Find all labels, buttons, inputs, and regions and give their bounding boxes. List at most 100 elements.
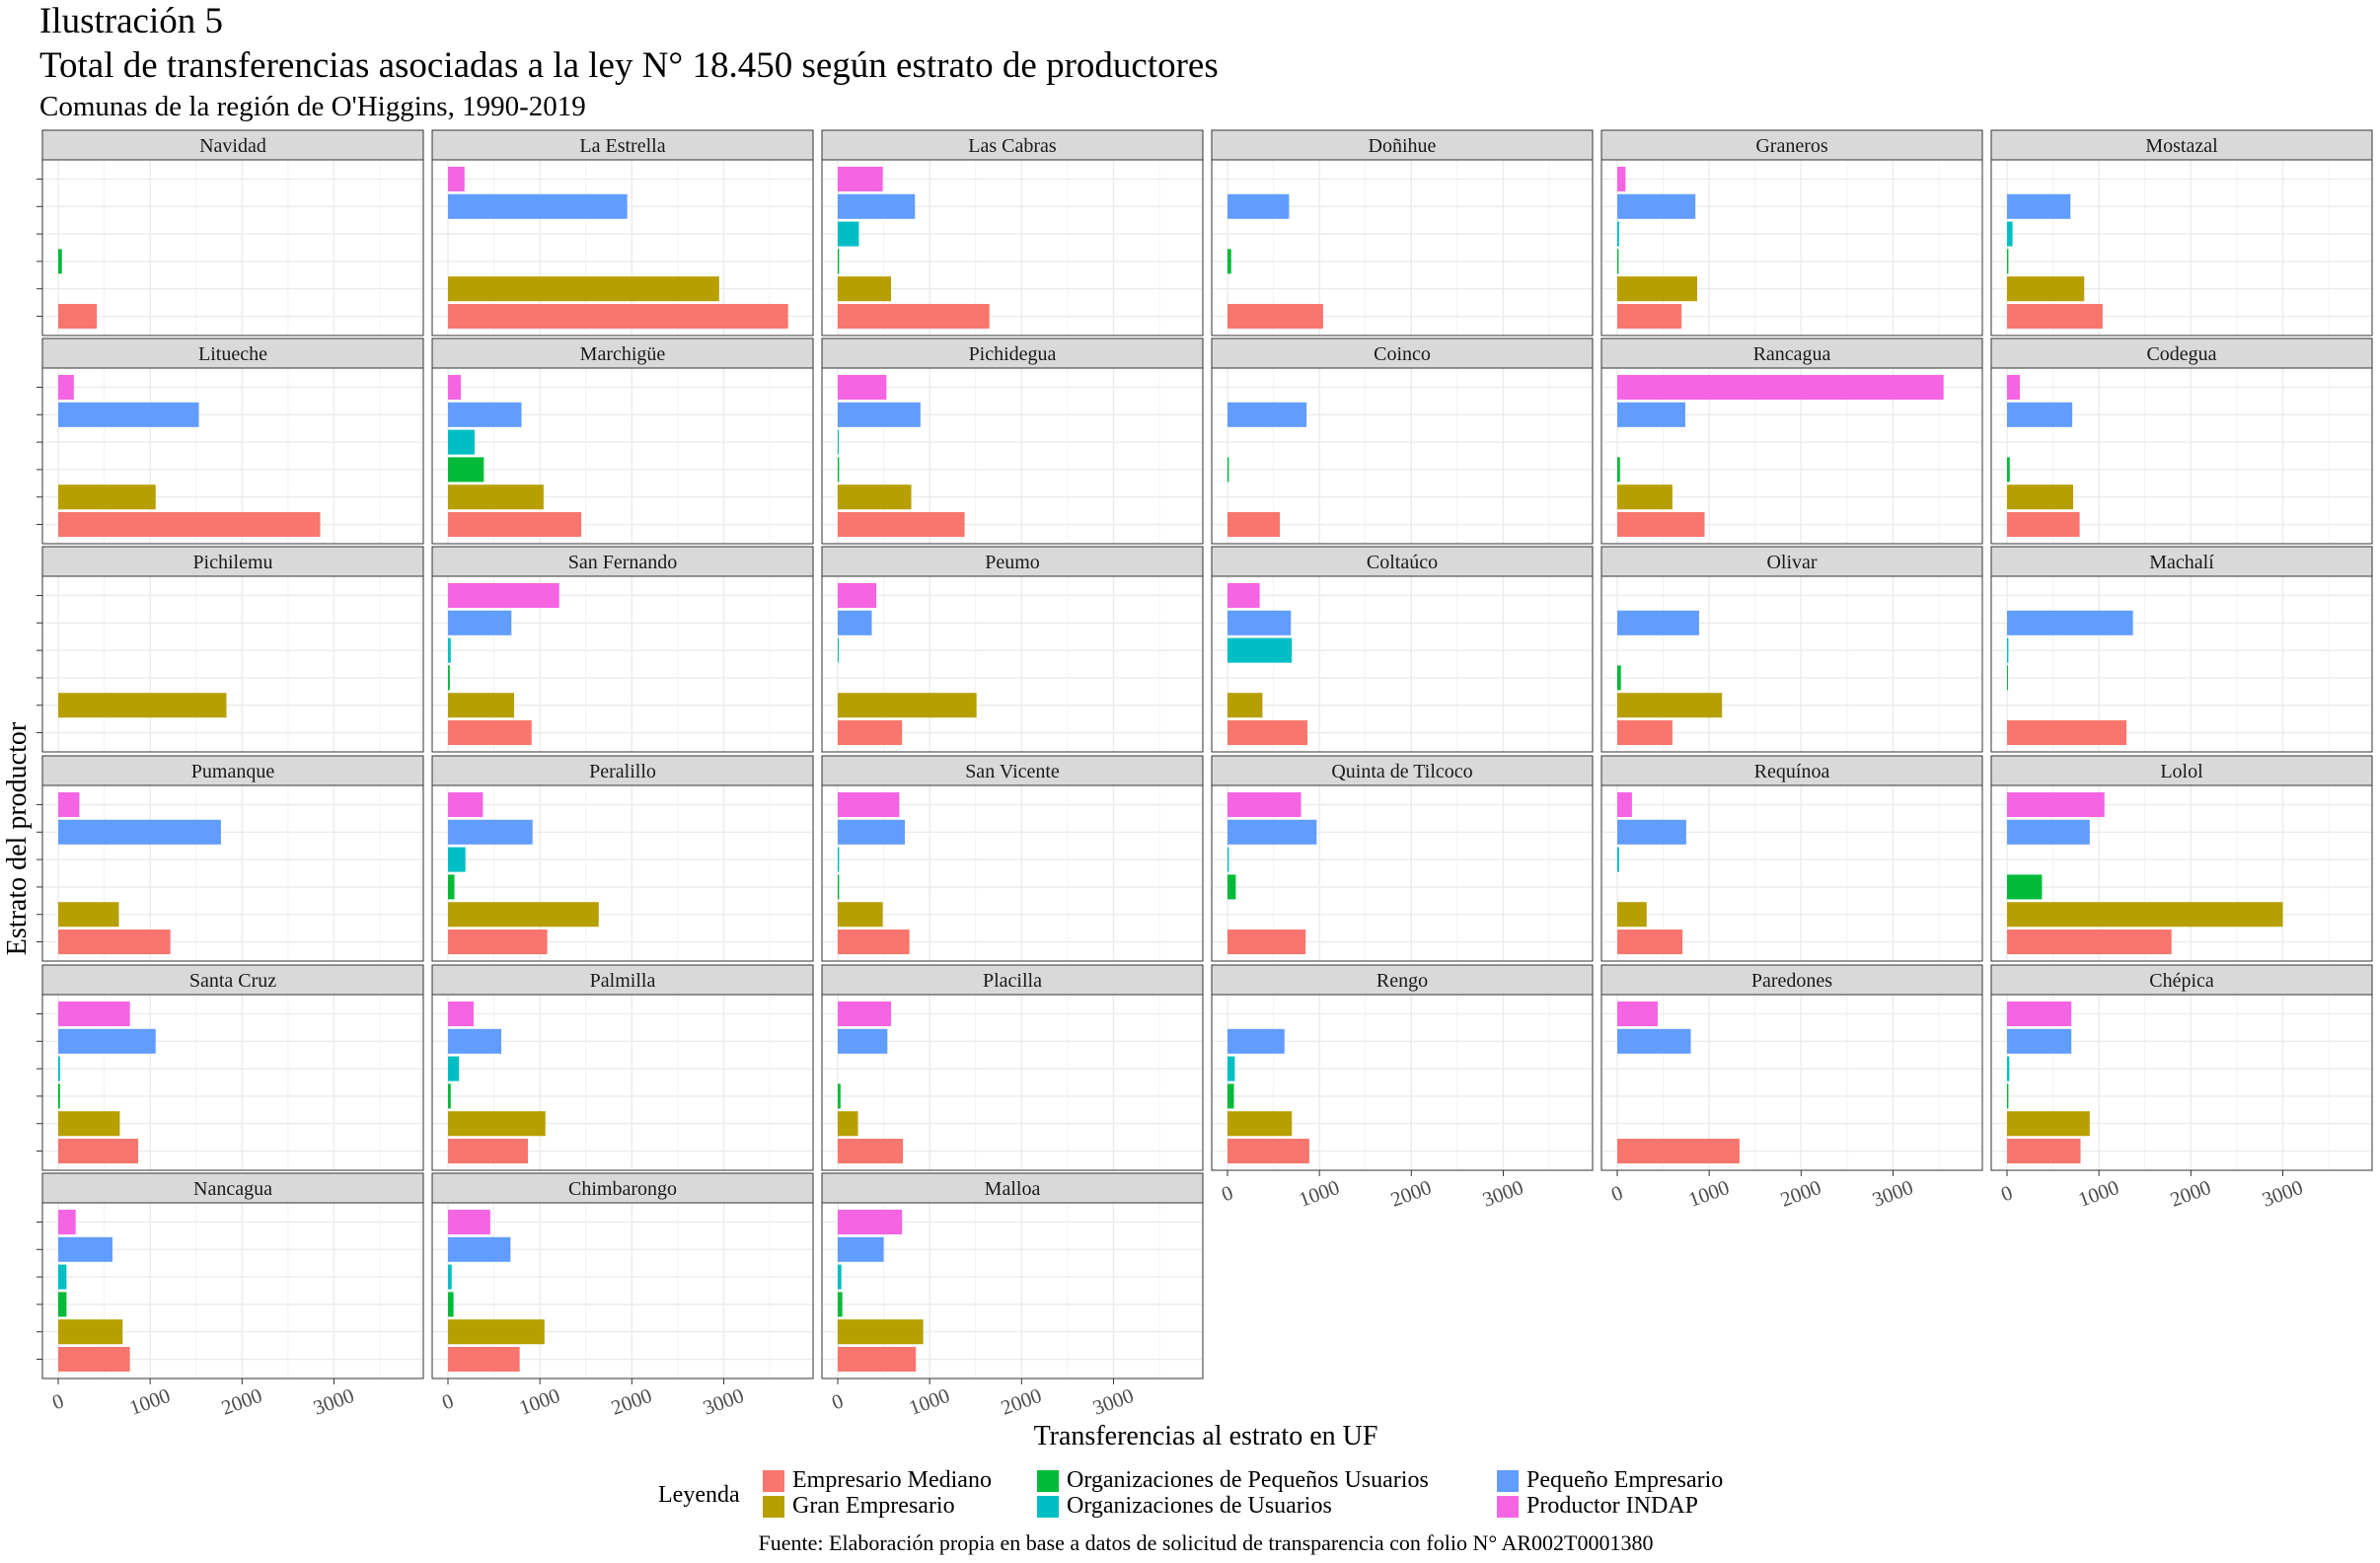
- x-tick-label: 1000: [1296, 1175, 1343, 1212]
- x-tick-label: 1000: [1685, 1175, 1733, 1212]
- bar: [448, 512, 582, 538]
- bar: [838, 193, 916, 219]
- bar: [2007, 276, 2085, 302]
- bar: [2007, 484, 2074, 510]
- legend-label: Pequeño Empresario: [1526, 1467, 1724, 1493]
- facet-border: [1990, 994, 2373, 1171]
- x-tick-label: 0: [439, 1388, 457, 1414]
- bar: [58, 902, 119, 928]
- bar: [1227, 1083, 1234, 1109]
- facet-border: [1211, 575, 1594, 753]
- x-tick-label: 3000: [310, 1383, 357, 1420]
- facet-title: Olivar: [1766, 552, 1817, 573]
- facet-border: [1600, 784, 1983, 962]
- bar: [1227, 402, 1307, 427]
- facet-strip: [1990, 129, 2373, 161]
- legend-label: Empresario Mediano: [792, 1467, 992, 1493]
- bar: [58, 1001, 130, 1026]
- facet-border: [1990, 159, 2373, 336]
- facet-strip: [1600, 129, 1983, 161]
- x-tick-label: 0: [1219, 1180, 1236, 1206]
- bar: [838, 1347, 917, 1373]
- facet-title: San Vicente: [965, 761, 1060, 782]
- bar: [2007, 457, 2010, 483]
- bar: [838, 1319, 924, 1345]
- bar: [448, 1319, 545, 1345]
- facet-border: [431, 784, 814, 962]
- x-tick-label: 3000: [1479, 1175, 1526, 1212]
- bar: [1227, 874, 1236, 900]
- bar: [1617, 1139, 1740, 1164]
- bar: [838, 1209, 903, 1234]
- legend-label: Organizaciones de Pequeños Usuarios: [1067, 1467, 1429, 1493]
- facet-border: [41, 994, 424, 1171]
- facet-title: Lolol: [2160, 761, 2203, 782]
- bar: [1617, 902, 1647, 928]
- bar: [58, 1236, 112, 1262]
- x-tick-label: 2000: [1777, 1175, 1824, 1212]
- facet-strip: [1211, 964, 1594, 996]
- bar: [1227, 457, 1229, 483]
- x-tick-label: 3000: [1869, 1175, 1916, 1212]
- bar: [1617, 791, 1632, 817]
- bar: [58, 1056, 60, 1081]
- facet-strip: [41, 129, 424, 161]
- bar: [838, 276, 892, 302]
- bar: [448, 791, 483, 817]
- bar: [838, 637, 839, 663]
- bar: [58, 1083, 60, 1109]
- chart-subtitle: Comunas de la región de O'Higgins, 1990-…: [39, 91, 586, 122]
- bar: [1227, 193, 1290, 219]
- bar: [838, 582, 877, 608]
- bar: [448, 304, 788, 330]
- source-caption: Fuente: Elaboración propia en base a dat…: [758, 1530, 1654, 1555]
- bar: [58, 304, 98, 330]
- legend-label: Gran Empresario: [792, 1493, 955, 1519]
- bar: [838, 374, 887, 400]
- bar: [2007, 819, 2090, 845]
- facet-border: [41, 367, 424, 545]
- facet-border: [431, 159, 814, 336]
- bar: [1227, 304, 1323, 330]
- bar: [1617, 221, 1619, 247]
- bar: [448, 720, 532, 746]
- facet-strip: [821, 964, 1204, 996]
- bar: [448, 665, 450, 691]
- facet-title: Coltaúco: [1367, 552, 1438, 573]
- facet-border: [1600, 159, 1983, 336]
- bar: [448, 1236, 511, 1262]
- facet-title: Doñihue: [1369, 135, 1437, 157]
- bar: [838, 429, 839, 455]
- facet-border: [1211, 367, 1594, 545]
- x-tick-label: 3000: [1089, 1383, 1137, 1420]
- legend-label: Productor INDAP: [1526, 1493, 1698, 1519]
- facet-border: [821, 784, 1204, 962]
- bar: [58, 1139, 139, 1164]
- facet-strip: [431, 337, 814, 369]
- bar: [1227, 1028, 1285, 1054]
- bar: [838, 693, 977, 718]
- facet-border: [1600, 575, 1983, 753]
- bar: [1227, 791, 1302, 817]
- bar: [1617, 819, 1686, 845]
- facet-title: Machalí: [2149, 552, 2214, 573]
- facet-border: [431, 575, 814, 753]
- x-tick-label: 0: [49, 1388, 67, 1414]
- bar: [1617, 304, 1682, 330]
- x-tick-label: 1000: [126, 1383, 174, 1420]
- facet-title: Las Cabras: [968, 135, 1057, 157]
- figure-label: Ilustración 5: [39, 1, 223, 41]
- x-tick-label: 1000: [516, 1383, 563, 1420]
- bar: [2007, 249, 2009, 274]
- facet-title: Chépica: [2149, 970, 2214, 992]
- bar: [58, 1111, 120, 1137]
- bar: [838, 166, 883, 191]
- facet-strip: [1990, 546, 2373, 577]
- bar: [448, 1111, 546, 1137]
- bar: [2007, 637, 2009, 663]
- facet-title: San Fernando: [568, 552, 678, 573]
- bar: [1227, 930, 1306, 955]
- x-tick-label: 3000: [700, 1383, 747, 1420]
- bar: [1617, 1028, 1691, 1054]
- facet-strip: [41, 1172, 424, 1204]
